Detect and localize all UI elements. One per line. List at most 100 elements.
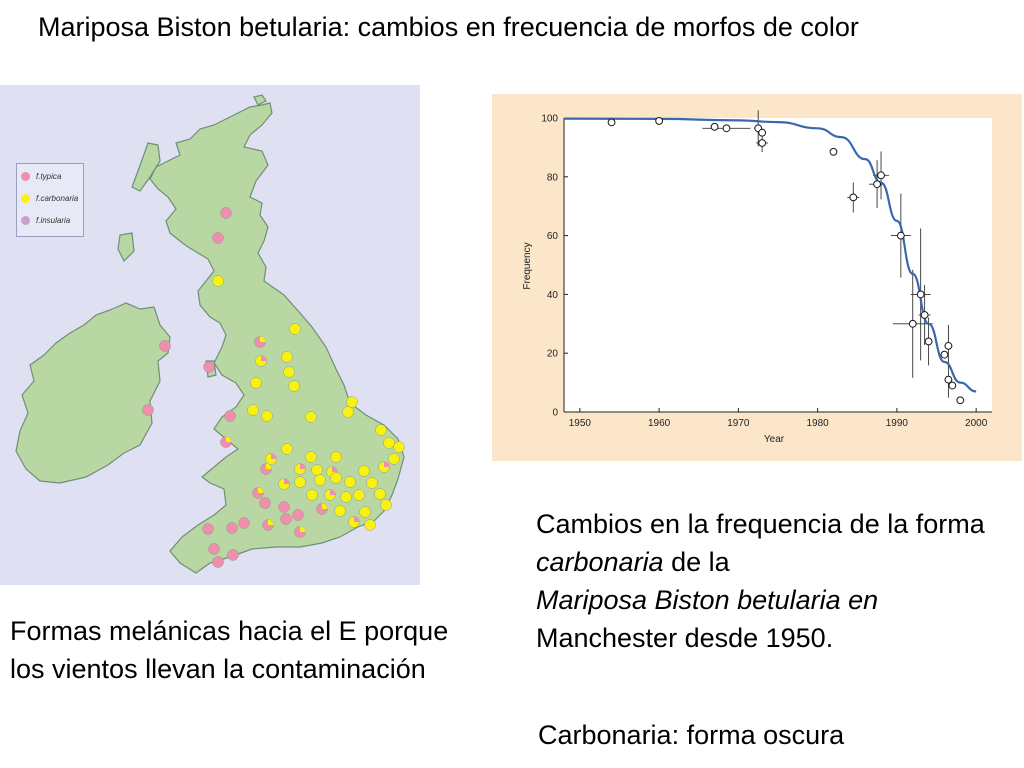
y-tick-label: 40 — [547, 290, 559, 301]
x-tick-label: 1990 — [886, 418, 909, 429]
morph-sample-dot — [281, 351, 293, 363]
data-point — [916, 290, 925, 299]
legend-swatch-insularia — [21, 215, 30, 225]
morph-sample-dot-slice — [258, 487, 264, 493]
morph-sample-dot — [226, 522, 238, 534]
morph-sample-dot — [340, 491, 352, 503]
morph-sample-dot — [281, 443, 293, 455]
y-tick-label: 20 — [547, 349, 559, 360]
data-point — [873, 180, 881, 189]
hebrides-island-south — [117, 232, 135, 263]
data-point — [956, 396, 965, 405]
morph-sample-dot-slice — [268, 519, 274, 525]
morph-sample-dot — [208, 543, 220, 555]
x-tick-label: 1970 — [727, 418, 750, 429]
morph-sample-dot — [202, 523, 214, 535]
morph-sample-dot — [366, 477, 378, 489]
morph-sample-dot — [224, 410, 236, 422]
data-point — [829, 147, 838, 156]
morph-sample-dot — [383, 437, 395, 449]
data-point — [944, 341, 953, 350]
morph-sample-dot — [330, 451, 342, 463]
morph-sample-dot — [142, 404, 154, 416]
y-tick-label: 0 — [552, 408, 558, 419]
y-tick-label: 100 — [541, 114, 558, 125]
x-tick-label: 1980 — [807, 418, 830, 429]
morph-sample-dot-slice — [300, 526, 306, 532]
orkney-islands — [253, 94, 267, 106]
legend-label-typica: f.typica — [36, 171, 62, 181]
plot-area — [564, 118, 992, 412]
morph-sample-dot — [388, 453, 400, 465]
morph-sample-dot-slice — [384, 461, 390, 467]
morph-sample-dot — [159, 340, 171, 352]
x-tick-label: 1960 — [648, 418, 671, 429]
morph-sample-dot-slice — [260, 336, 266, 342]
legend-item-insularia: f.insularia — [21, 212, 70, 228]
data-point — [944, 375, 953, 384]
legend-item-carbonaria: f.carbonaria — [21, 190, 78, 206]
morph-sample-dot-slice — [300, 463, 306, 469]
data-point — [877, 171, 885, 180]
morph-sample-dot — [203, 361, 215, 373]
data-point — [920, 311, 929, 319]
data-point — [908, 319, 917, 328]
frequency-chart: 1950 1960 1970 1980 1990 2000 0 20 40 60 80 100 Fre… — [522, 110, 992, 445]
morph-sample-dot — [288, 380, 300, 392]
morph-sample-dot — [375, 424, 387, 436]
morph-sample-dot — [212, 556, 224, 568]
morph-sample-dot-slice — [332, 466, 338, 472]
chart-points — [607, 117, 965, 405]
fitted-curve — [563, 117, 977, 393]
legend-label-carbonaria: f.carbonaria — [36, 193, 79, 203]
data-point — [758, 139, 767, 147]
caption-melanic-forms: Formas melánicas hacia el E porque los v… — [10, 616, 449, 684]
morph-sample-dot — [393, 441, 405, 453]
caption-right-carbonaria: carbonaria — [536, 547, 664, 577]
morph-sample-dot — [306, 489, 318, 501]
morph-sample-dot — [280, 513, 292, 525]
morph-sample-dot — [289, 323, 301, 335]
y-tick-label: 80 — [547, 172, 559, 183]
morph-sample-dot — [330, 472, 342, 484]
caption-frequency-change: Cambios en la frequencia de la forma car… — [536, 505, 1016, 657]
morph-sample-dot — [358, 465, 370, 477]
morph-sample-dot — [238, 517, 250, 529]
data-point — [655, 117, 664, 125]
morph-sample-dot — [212, 232, 224, 244]
frequency-chart-panel: 1950 1960 1970 1980 1990 2000 0 20 40 60 80 100 Fre… — [492, 94, 1022, 461]
data-point — [924, 337, 933, 346]
morph-sample-dot-slice — [266, 463, 272, 469]
hebrides-island — [131, 142, 161, 192]
data-point — [710, 122, 719, 131]
x-axis-label: Year — [764, 434, 785, 445]
morph-sample-dot — [247, 404, 259, 416]
caption-right-location: Manchester desde 1950. — [536, 623, 834, 653]
britain-ireland-map — [15, 94, 405, 574]
morph-sample-dot-slice — [330, 489, 336, 495]
morph-frequency-dots — [142, 207, 405, 568]
morph-sample-dot — [220, 207, 232, 219]
morph-sample-dot — [342, 406, 354, 418]
data-point — [607, 118, 616, 127]
ireland-landmass — [15, 302, 171, 484]
morph-sample-dot — [227, 549, 239, 561]
morph-sample-dot — [380, 499, 392, 511]
great-britain-landmass — [149, 102, 405, 574]
caption-right-line1: Cambios en la frequencia de la forma — [536, 509, 985, 539]
morph-sample-dot — [278, 501, 290, 513]
legend-label-insularia: f.insularia — [36, 215, 71, 225]
data-point — [896, 231, 905, 240]
map-legend: f.typica f.carbonaria f.insularia — [16, 163, 84, 237]
morph-sample-dot — [305, 451, 317, 463]
x-tick-label: 2000 — [965, 418, 988, 429]
morph-sample-dot — [334, 505, 346, 517]
morph-sample-dot — [364, 519, 376, 531]
morph-sample-dot-slice — [354, 516, 360, 522]
morph-sample-dot — [283, 366, 295, 378]
chart-axes: 1950 1960 1970 1980 1990 2000 0 20 40 60 80 100 — [541, 114, 992, 429]
caption-right-species: Mariposa Biston betularia en — [536, 585, 879, 615]
morph-sample-dot — [311, 464, 323, 476]
data-point — [722, 124, 731, 133]
slide-title: Mariposa Biston betularia: cambios en fr… — [38, 12, 859, 42]
